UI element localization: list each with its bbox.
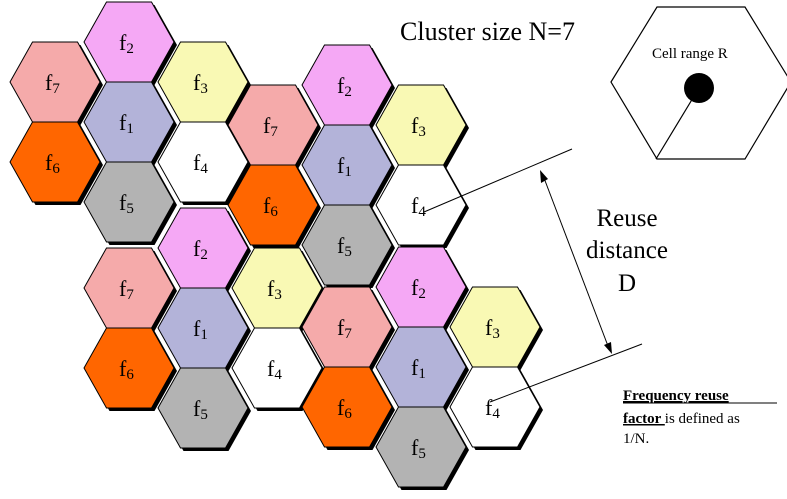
cell-f5-label: f5	[411, 435, 426, 462]
cell-f4	[231, 327, 323, 409]
cell-f2	[375, 246, 467, 328]
note-last: 1/N.	[623, 431, 649, 447]
cluster-bottom-left: f1 f2 f3 f4 f5 f6 f7	[83, 207, 325, 451]
cell-f7	[9, 41, 101, 123]
reuse-line-top	[423, 148, 573, 213]
cell-f1-label: f1	[337, 153, 352, 180]
cell-f7	[227, 84, 319, 166]
note-rest: is defined as	[665, 411, 740, 427]
cell-f5	[83, 161, 175, 243]
cell-f7	[83, 247, 175, 329]
cell-f5	[301, 204, 393, 286]
note-bold-1: Frequency reuse	[623, 388, 729, 404]
reuse-line-bottom	[489, 343, 643, 403]
cell-f7-label: f7	[337, 315, 352, 342]
cell-f4-label: f4	[485, 395, 500, 422]
cell-f1-label: f1	[193, 316, 208, 343]
cell-f1-label: f1	[119, 110, 134, 137]
cell-f6-label: f6	[263, 193, 278, 220]
cell-f2-label: f2	[193, 236, 208, 263]
cell-f2	[83, 1, 175, 83]
cell-f1-label: f1	[411, 355, 426, 382]
svg-text:factor is defined as: factor is defined as	[623, 411, 740, 427]
cell-f3-label: f3	[485, 315, 500, 342]
cell-f3-label: f3	[193, 70, 208, 97]
cell-f2-label: f2	[337, 73, 352, 100]
hex-cells: f1 f2 f3 f4 f5 f6 f7 f1 f2 f3 f4 f5 f6 f7 f1 f2 f3 f4 f5 f6…	[9, 1, 543, 490]
svg-text:Frequency reuse: Frequency reuse	[623, 388, 729, 404]
cell-f7	[301, 286, 393, 368]
cell-f4-label: f4	[193, 150, 208, 177]
cell-f5	[375, 406, 467, 488]
frequency-reuse-note: Frequency reuse factor is defined as 1/N…	[623, 388, 777, 447]
arrow-head-bottom	[604, 342, 612, 354]
cell-f3-label: f3	[411, 113, 426, 140]
cell-f6-label: f6	[45, 150, 60, 177]
cell-f2	[301, 44, 393, 126]
cell-f2-label: f2	[411, 275, 426, 302]
cell-f7-label: f7	[45, 70, 60, 97]
cell-f4-label: f4	[411, 193, 426, 220]
cell-f7-label: f7	[263, 113, 278, 140]
cell-f2-label: f2	[119, 30, 134, 57]
cell-f4-label: f4	[267, 356, 282, 383]
cell-f7-label: f7	[119, 276, 134, 303]
reuse-distance: Reuse distance D	[423, 148, 668, 403]
reuse-label-line1: Reuse	[596, 205, 657, 232]
title: Cluster size N=7	[400, 17, 575, 46]
cell-f6-label: f6	[337, 395, 352, 422]
arrow-head-top	[540, 170, 548, 183]
cell-range-label: Cell range R	[652, 46, 728, 62]
cluster-top-right: f1 f2 f3 f4 f5 f6 f7	[227, 44, 469, 288]
cell-f4	[375, 164, 467, 246]
cell-f4	[449, 366, 541, 448]
cell-f5-label: f5	[337, 233, 352, 260]
cluster-bottom-right: f1 f2 f3 f4 f5 f6 f7	[301, 246, 543, 490]
cell-f6-label: f6	[119, 356, 134, 383]
cell-f5-label: f5	[193, 396, 208, 423]
reuse-distance-arrow	[543, 177, 609, 347]
cell-center-dot	[684, 73, 714, 103]
cell-f2	[157, 207, 249, 289]
cell-f5	[157, 367, 249, 449]
cell-range-illustration: Cell range R	[610, 6, 787, 160]
cell-f5-label: f5	[119, 190, 134, 217]
cluster-top-left: f1 f2 f3 f4 f5 f6 f7	[9, 1, 251, 245]
reuse-label-line2: distance	[586, 237, 668, 264]
note-bold-2: factor	[623, 411, 665, 427]
cell-f3-label: f3	[267, 276, 282, 303]
reuse-label-line3: D	[618, 270, 636, 297]
cell-f4	[157, 121, 249, 203]
